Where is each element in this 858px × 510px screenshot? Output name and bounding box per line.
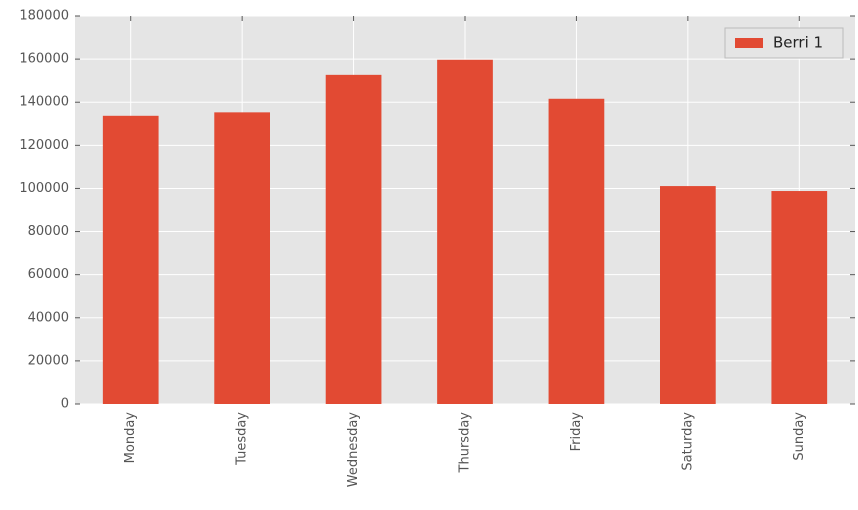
x-tick-label: Friday — [569, 412, 584, 452]
bar — [660, 186, 716, 404]
bar — [548, 98, 605, 405]
bar — [325, 74, 382, 404]
y-tick-label: 40000 — [28, 310, 69, 325]
legend: Berri 1 — [724, 27, 844, 59]
y-tick-label: 160000 — [19, 52, 69, 67]
bar — [214, 112, 270, 404]
y-tick-label: 20000 — [28, 353, 69, 368]
y-tick-label: 100000 — [19, 181, 69, 196]
bar — [102, 115, 159, 405]
x-tick-label: Monday — [123, 412, 138, 464]
legend-swatch — [735, 38, 763, 48]
y-tick-label: 120000 — [19, 138, 69, 153]
x-tick-label: Thursday — [458, 412, 473, 474]
bar — [437, 59, 493, 404]
x-tick-label: Sunday — [792, 412, 807, 461]
y-tick-label: 60000 — [28, 267, 69, 282]
x-tick-label: Tuesday — [235, 412, 250, 466]
bar — [771, 191, 828, 404]
legend-label: Berri 1 — [773, 34, 823, 52]
y-tick-label: 180000 — [19, 9, 69, 24]
y-tick-label: 0 — [61, 397, 69, 412]
x-tick-label: Wednesday — [346, 412, 361, 488]
y-tick-label: 80000 — [28, 224, 69, 239]
x-tick-label: Saturday — [680, 412, 695, 471]
y-tick-label: 140000 — [19, 95, 69, 110]
